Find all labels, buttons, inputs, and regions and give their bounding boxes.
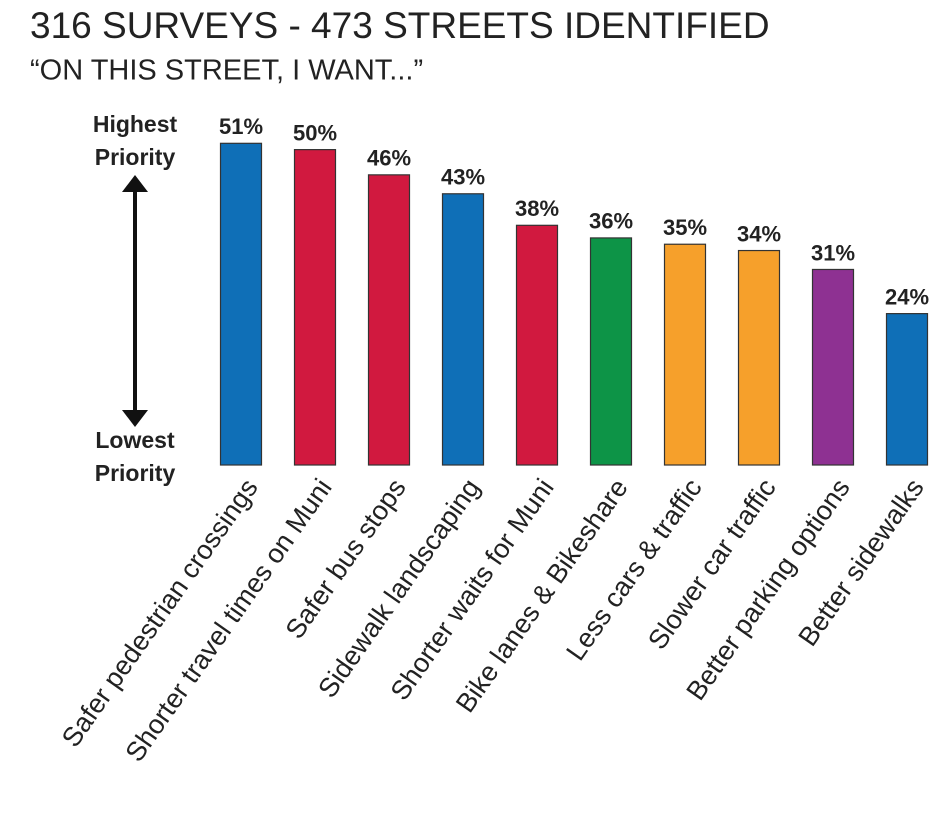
bar [737, 249, 781, 466]
value-label: 34% [737, 221, 781, 246]
value-label: 38% [515, 196, 559, 221]
bar [811, 268, 855, 466]
bar [219, 142, 263, 466]
value-label: 46% [367, 146, 411, 171]
value-label: 31% [811, 240, 855, 265]
bar [367, 174, 411, 466]
arrow-head-down [122, 410, 148, 427]
chart-title: 316 SURVEYS - 473 STREETS IDENTIFIED [30, 5, 770, 46]
bar [293, 149, 337, 466]
chart-subtitle: “ON THIS STREET, I WANT...” [30, 55, 423, 87]
annotation-lowest: Lowest Priority [94, 427, 176, 486]
bar [515, 224, 559, 466]
value-label: 51% [219, 114, 263, 139]
bar [589, 237, 633, 466]
value-label: 35% [663, 215, 707, 240]
bar [885, 313, 929, 466]
arrow-head-up [122, 175, 148, 192]
annotation-highest: Highest Priority [92, 111, 178, 170]
value-label: 24% [885, 284, 929, 309]
value-label: 43% [441, 165, 485, 190]
x-tick-label: Less cars & traffic [560, 473, 707, 666]
bar [441, 193, 485, 466]
value-label: 50% [293, 120, 337, 145]
bar [663, 243, 707, 466]
value-label: 36% [589, 209, 633, 234]
